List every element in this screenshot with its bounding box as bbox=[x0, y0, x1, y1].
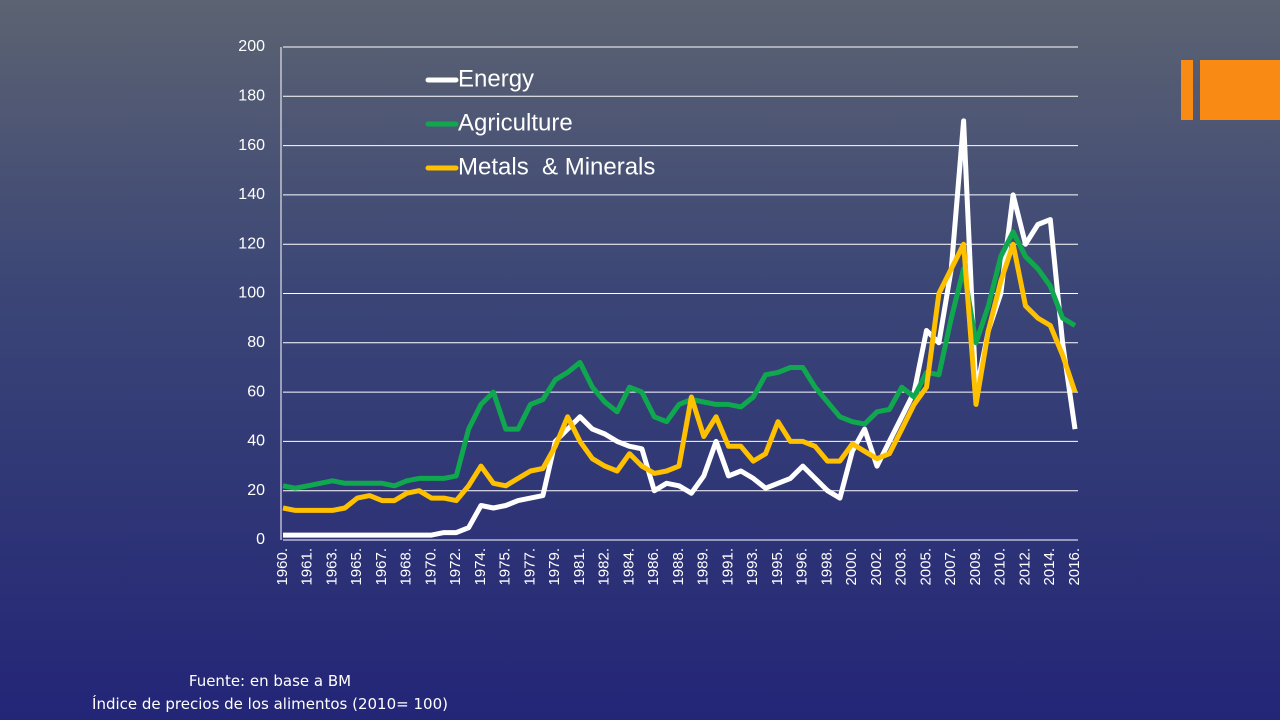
x-tick-label: 1979. bbox=[546, 548, 563, 586]
y-tick-label: 200 bbox=[238, 38, 265, 55]
x-tick-label: 1998. bbox=[818, 548, 835, 586]
x-tick-label: 1993. bbox=[744, 548, 761, 586]
x-tick-label: 2010. bbox=[992, 548, 1009, 586]
x-tick-label: 2014. bbox=[1041, 548, 1058, 586]
decor-bar bbox=[1181, 60, 1193, 120]
legend-label: Metals & Minerals bbox=[458, 153, 655, 180]
x-tick-label: 1982. bbox=[596, 548, 613, 586]
series-line bbox=[282, 241, 1078, 513]
x-tick-label: 2012. bbox=[1016, 548, 1033, 586]
y-tick-label: 140 bbox=[238, 186, 265, 203]
y-tick-label: 180 bbox=[238, 88, 265, 105]
x-tick-label: 1986. bbox=[645, 548, 662, 586]
y-tick-label: 40 bbox=[247, 433, 265, 450]
x-tick-label: 1984. bbox=[620, 548, 637, 586]
x-tick-label: 1960. bbox=[274, 548, 291, 586]
x-tick-label: 1981. bbox=[571, 548, 588, 586]
x-tick-label: 1965. bbox=[348, 548, 365, 586]
x-tick-label: 1988. bbox=[670, 548, 687, 586]
x-tick-label: 1996. bbox=[794, 548, 811, 586]
x-tick-label: 2003. bbox=[893, 548, 910, 586]
series-line bbox=[282, 229, 1077, 491]
x-tick-label: 1967. bbox=[373, 548, 390, 586]
x-tick-label: 1975. bbox=[497, 548, 514, 586]
source-note: Fuente: en base a BM bbox=[188, 672, 352, 690]
y-tick-label: 120 bbox=[238, 235, 265, 252]
x-tick-label: 1991. bbox=[719, 548, 736, 586]
x-tick-label: 1961. bbox=[299, 548, 316, 586]
y-tick-label: 80 bbox=[247, 334, 265, 351]
y-tick-label: 160 bbox=[238, 137, 265, 154]
legend-label: Energy bbox=[458, 65, 534, 92]
y-tick-label: 0 bbox=[256, 531, 265, 548]
x-tick-label: 2016. bbox=[1066, 548, 1083, 586]
y-tick-label: 20 bbox=[247, 482, 265, 499]
decor-block bbox=[1200, 60, 1280, 120]
y-tick-label: 60 bbox=[247, 383, 265, 400]
x-tick-label: 1974. bbox=[472, 548, 489, 586]
x-tick-label: 1995. bbox=[769, 548, 786, 586]
x-tick-label: 1972. bbox=[447, 548, 464, 586]
series-line bbox=[283, 118, 1078, 538]
x-tick-label: 2002. bbox=[868, 548, 885, 586]
x-tick-label: 1968. bbox=[398, 548, 415, 586]
x-tick-label: 1963. bbox=[323, 548, 340, 586]
index-note: Índice de precios de los alimentos (2010… bbox=[92, 695, 448, 713]
x-tick-label: 2007. bbox=[942, 548, 959, 586]
x-tick-label: 1970. bbox=[422, 548, 439, 586]
x-tick-label: 2000. bbox=[843, 548, 860, 586]
y-tick-label: 100 bbox=[238, 285, 265, 302]
legend-label: Agriculture bbox=[458, 109, 573, 136]
x-tick-label: 1989. bbox=[695, 548, 712, 586]
x-tick-label: 2005. bbox=[917, 548, 934, 586]
x-tick-label: 2009. bbox=[967, 548, 984, 586]
x-tick-label: 1977. bbox=[521, 548, 538, 586]
